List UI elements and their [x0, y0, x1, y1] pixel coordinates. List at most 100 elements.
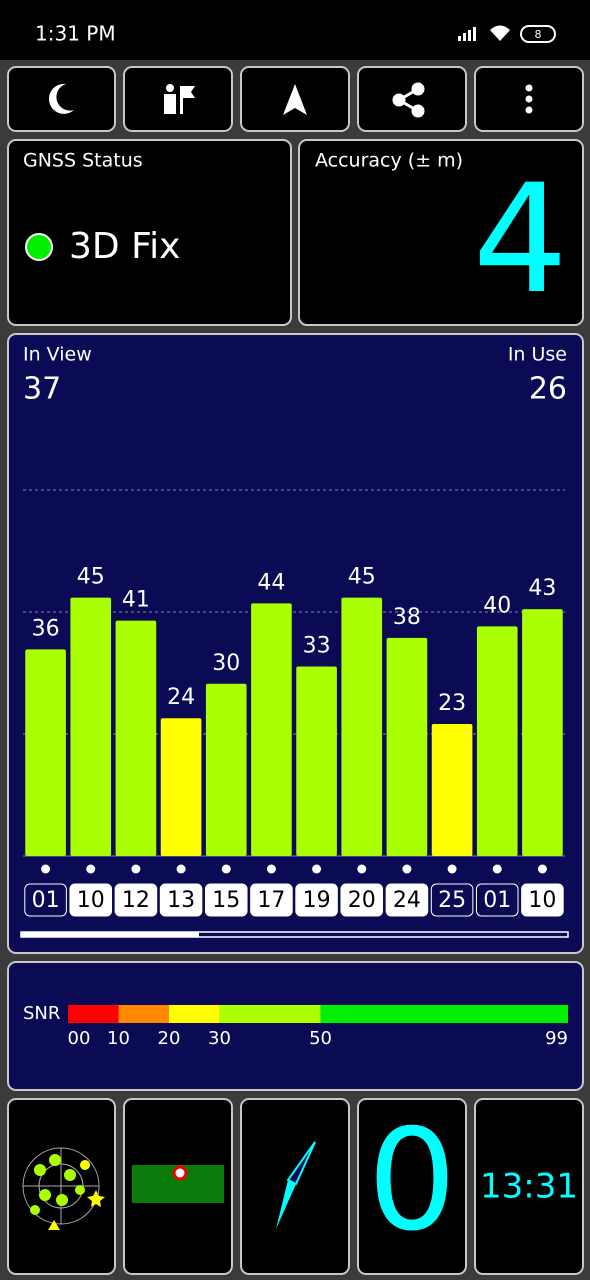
satellite-dot [41, 864, 51, 874]
snr-bar [160, 718, 202, 856]
satellite-used-box [521, 883, 564, 917]
satellite-used-box [114, 883, 158, 917]
clock-value: 13:31 [480, 1167, 578, 1207]
satellite-id-label: 01 [483, 888, 511, 913]
in-use-value: 26 [529, 372, 567, 407]
satellite-dot [492, 864, 502, 874]
satellite-dot [447, 864, 457, 874]
snr-label: SNR [23, 1003, 60, 1024]
snr-bar [522, 609, 563, 856]
satellite-dot [357, 864, 367, 874]
snr-tick-label: 99 [545, 1028, 568, 1049]
sky-icon [22, 1147, 105, 1230]
menu-icon [525, 84, 533, 114]
gnss-status-value: 3D Fix [69, 226, 180, 267]
battery-icon [520, 25, 556, 43]
waypoint-icon [164, 84, 195, 114]
snr-bar [341, 597, 383, 856]
satellite-dot [131, 864, 141, 874]
satellite-id-label: 13 [167, 888, 195, 913]
scrollbar-thumb[interactable] [21, 932, 199, 937]
satellite-used-box [295, 883, 338, 917]
snr-tick-label: 20 [158, 1028, 181, 1049]
satellite-id-label: 20 [348, 888, 376, 913]
in-view-value: 37 [23, 372, 61, 407]
snr-value-label: 43 [528, 576, 556, 601]
snr-value-label: 36 [32, 616, 60, 641]
signal-icons [458, 25, 510, 41]
speed-tile[interactable] [357, 1098, 467, 1275]
share-icon [392, 82, 425, 118]
snr-value-label: 33 [303, 634, 331, 659]
snr-bar [431, 723, 473, 856]
world-map-icon [132, 1165, 224, 1203]
satellite-unused-box [430, 883, 474, 917]
status-time: 1:31 PM [35, 22, 116, 46]
satellite-dot [537, 864, 547, 874]
satellite-id-label: 01 [32, 888, 60, 913]
snr-value-label: 40 [483, 593, 511, 618]
snr-color-segment [169, 1005, 220, 1023]
accuracy-value: 4 [473, 153, 568, 327]
snr-value-label: 45 [77, 565, 105, 590]
snr-bar [115, 620, 157, 856]
snr-panel [7, 961, 584, 1091]
snr-color-segment [68, 1005, 119, 1023]
snr-color-segment [320, 1005, 568, 1023]
snr-tick-label: 00 [68, 1028, 91, 1049]
satellite-id-label: 12 [122, 888, 150, 913]
snr-bar [70, 597, 112, 856]
snr-value-label: 30 [212, 651, 240, 676]
night-mode-button[interactable] [7, 66, 116, 132]
snr-value-label: 41 [122, 588, 150, 613]
snr-tick-label: 50 [309, 1028, 332, 1049]
snr-value-label: 23 [438, 691, 466, 716]
satellite-id-label: 10 [77, 888, 105, 913]
satellite-id-label: 19 [303, 888, 331, 913]
satellite-id-label: 25 [438, 888, 466, 913]
compass-tile[interactable] [240, 1098, 350, 1275]
gnss-status-label: GNSS Status [23, 150, 143, 172]
snr-color-segment [219, 1005, 321, 1023]
gnss-status-panel [7, 139, 292, 326]
snr-bar [251, 603, 292, 856]
snr-color-segment [118, 1005, 170, 1023]
satellite-unused-box [475, 883, 519, 917]
battery-level: 8 [535, 28, 542, 41]
snr-value-label: 24 [167, 685, 195, 710]
snr-chart: 36 01 45 10 41 12 24 13 30 15 44 17 33 19 45 20 38 24 23 25… [23, 489, 565, 917]
toolbar [7, 66, 584, 132]
accuracy-panel [298, 139, 584, 326]
satellite-used-box [250, 883, 293, 917]
satellite-dot [312, 864, 322, 874]
snr-tick-label: 10 [107, 1028, 130, 1049]
satellite-id-label: 10 [528, 888, 556, 913]
in-use-label: In Use [508, 344, 567, 366]
satellite-used-box [385, 883, 429, 917]
fix-indicator [25, 233, 53, 261]
snr-value-label: 38 [393, 605, 421, 630]
clock-tile[interactable] [474, 1098, 584, 1275]
satellite-dot [221, 864, 231, 874]
accuracy-label: Accuracy (± m) [315, 150, 463, 172]
satellite-used-box [340, 883, 384, 917]
satellite-id-label: 17 [257, 888, 285, 913]
snr-bar [296, 666, 337, 856]
satellite-used-box [69, 883, 113, 917]
snr-bar [205, 683, 247, 856]
snr-bar [25, 649, 66, 856]
satellite-dot [402, 864, 412, 874]
satellite-id-label: 15 [212, 888, 240, 913]
satellite-dot [86, 864, 96, 874]
snr-bar [476, 626, 518, 856]
satellite-used-box [159, 883, 203, 917]
snr-value-label: 44 [257, 570, 285, 595]
satellite-dot [176, 864, 186, 874]
waypoint-button[interactable] [123, 66, 233, 132]
satellite-used-box [204, 883, 248, 917]
share-button[interactable] [357, 66, 467, 132]
speed-value: 0 [367, 1100, 456, 1263]
satellite-unused-box [24, 883, 67, 917]
